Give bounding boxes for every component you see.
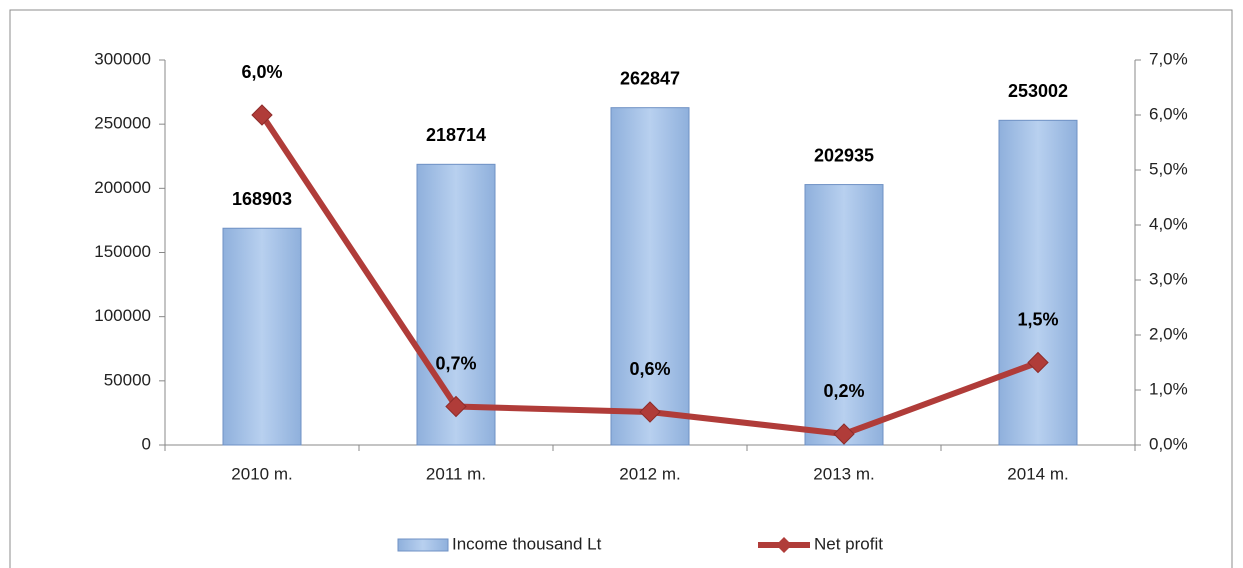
y2-tick-label: 2,0% xyxy=(1149,324,1188,343)
y-tick-label: 300000 xyxy=(94,49,151,68)
data-label: 218714 xyxy=(426,125,486,145)
y-tick-label: 0 xyxy=(142,434,151,453)
y2-tick-label: 3,0% xyxy=(1149,269,1188,288)
y-tick-label: 200000 xyxy=(94,178,151,197)
data-label: 262847 xyxy=(620,68,680,88)
y2-tick-label: 7,0% xyxy=(1149,49,1188,68)
data-label: 202935 xyxy=(814,145,874,165)
data-label: 253002 xyxy=(1008,81,1068,101)
bar xyxy=(222,227,302,446)
data-label: 0,6% xyxy=(629,359,670,379)
legend-label: Income thousand Lt xyxy=(452,534,602,553)
y-tick-label: 50000 xyxy=(104,370,151,389)
line-marker xyxy=(251,104,273,126)
data-label: 6,0% xyxy=(241,62,282,82)
y-tick-label: 250000 xyxy=(94,114,151,133)
y2-tick-label: 5,0% xyxy=(1149,159,1188,178)
legend-swatch xyxy=(397,538,449,552)
line-marker xyxy=(1027,351,1049,374)
y2-tick-label: 0,0% xyxy=(1149,434,1188,453)
line-marker xyxy=(833,423,855,445)
y2-tick-label: 1,0% xyxy=(1149,379,1188,398)
line-marker xyxy=(639,401,661,423)
x-tick-label: 2011 m. xyxy=(426,464,486,483)
x-tick-label: 2013 m. xyxy=(813,464,874,483)
x-tick-label: 2010 m. xyxy=(231,464,292,483)
bar xyxy=(998,119,1078,446)
line-marker xyxy=(445,395,467,418)
y2-tick-label: 6,0% xyxy=(1149,104,1188,123)
data-label: 0,2% xyxy=(823,381,864,401)
y-tick-label: 150000 xyxy=(94,242,151,261)
y2-tick-label: 4,0% xyxy=(1149,214,1188,233)
bar xyxy=(610,107,690,446)
bar xyxy=(804,184,884,446)
x-tick-label: 2014 m. xyxy=(1007,464,1068,483)
data-label: 1,5% xyxy=(1017,309,1058,329)
data-label: 0,7% xyxy=(435,353,476,373)
data-label: 168903 xyxy=(232,189,292,209)
legend-label: Net profit xyxy=(814,534,883,553)
legend-swatch xyxy=(776,537,792,553)
x-tick-label: 2012 m. xyxy=(619,464,680,483)
y-tick-label: 100000 xyxy=(94,306,151,325)
